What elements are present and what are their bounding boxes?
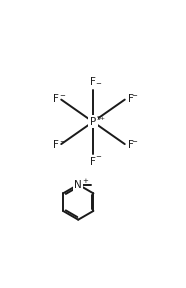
Text: −: − (59, 93, 65, 99)
Text: −: − (59, 139, 65, 145)
Text: P: P (90, 117, 96, 127)
Text: F: F (128, 94, 133, 104)
Text: 5+: 5+ (96, 116, 105, 121)
Text: −: − (131, 139, 137, 145)
Text: F: F (90, 157, 96, 166)
Text: F: F (53, 140, 58, 150)
Text: F: F (90, 77, 96, 87)
Text: F: F (53, 94, 58, 104)
Text: −: − (131, 93, 137, 99)
Text: N: N (74, 180, 82, 190)
Text: −: − (95, 154, 101, 160)
Text: F: F (128, 140, 133, 150)
Text: −: − (95, 81, 101, 87)
Text: +: + (82, 178, 88, 184)
